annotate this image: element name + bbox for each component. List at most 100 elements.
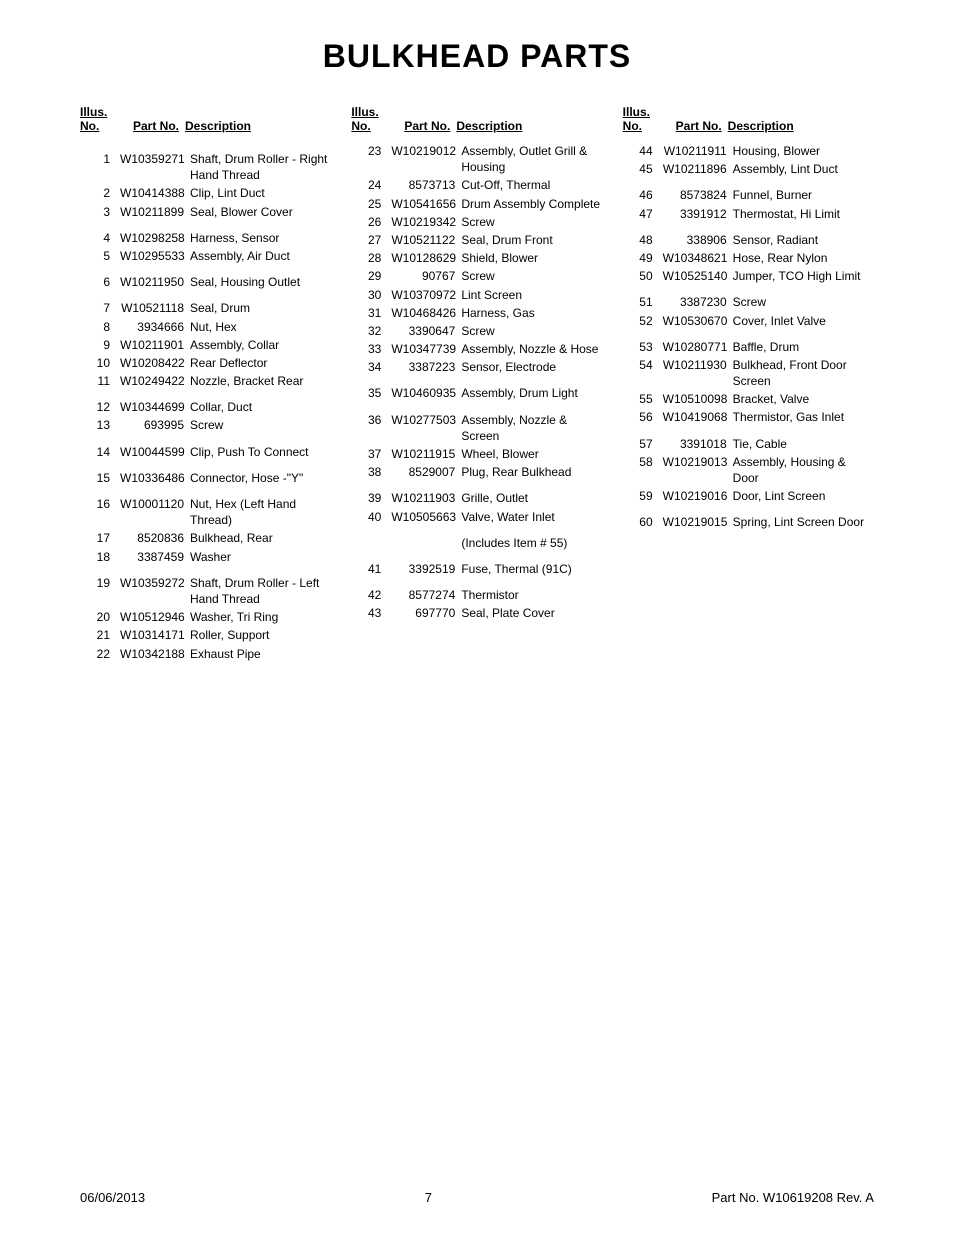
cell-description: Baffle, Drum xyxy=(733,339,874,355)
table-row: 11W10249422Nozzle, Bracket Rear xyxy=(80,373,331,389)
cell-part-no: W10211911 xyxy=(663,143,733,159)
table-row: 23W10219012Assembly, Outlet Grill & Hous… xyxy=(351,143,602,175)
cell-illus-no: 25 xyxy=(351,196,391,212)
table-row: 27W10521122Seal, Drum Front xyxy=(351,232,602,248)
row-spacer xyxy=(623,286,874,294)
cell-part-no: 8520836 xyxy=(120,530,190,546)
cell-description: Valve, Water Inlet xyxy=(461,509,602,525)
cell-description: Rear Deflector xyxy=(190,355,331,371)
cell-description: Roller, Support xyxy=(190,627,331,643)
cell-description: Sensor, Radiant xyxy=(733,232,874,248)
cell-part-no: W10219013 xyxy=(663,454,733,470)
cell-illus-no: 15 xyxy=(80,470,120,486)
cell-part-no: 3387223 xyxy=(391,359,461,375)
cell-illus-no: 2 xyxy=(80,185,120,201)
cell-description: Door, Lint Screen xyxy=(733,488,874,504)
table-row: 183387459Washer xyxy=(80,549,331,565)
row-spacer xyxy=(80,266,331,274)
row-spacer xyxy=(80,292,331,300)
table-row: 44W10211911Housing, Blower xyxy=(623,143,874,159)
table-row: 59W10219016Door, Lint Screen xyxy=(623,488,874,504)
cell-illus-no: 49 xyxy=(623,250,663,266)
cell-description: Harness, Gas xyxy=(461,305,602,321)
cell-description: Collar, Duct xyxy=(190,399,331,415)
cell-part-no: W10359271 xyxy=(120,151,190,167)
table-row: 14W10044599Clip, Push To Connect xyxy=(80,444,331,460)
row-spacer xyxy=(623,331,874,339)
col2-rows: 23W10219012Assembly, Outlet Grill & Hous… xyxy=(351,143,602,622)
table-row: 50W10525140Jumper, TCO High Limit xyxy=(623,268,874,284)
table-row: 58W10219013Assembly, Housing & Door xyxy=(623,454,874,486)
cell-illus-no: 39 xyxy=(351,490,391,506)
table-row: 48338906Sensor, Radiant xyxy=(623,232,874,248)
cell-part-no: 3392519 xyxy=(391,561,461,577)
cell-illus-no: 44 xyxy=(623,143,663,159)
cell-illus-no: 19 xyxy=(80,575,120,591)
cell-illus-no: 42 xyxy=(351,587,391,603)
column-3: Illus. No. Part No. Description 44W10211… xyxy=(623,105,874,664)
table-row: 55W10510098Bracket, Valve xyxy=(623,391,874,407)
cell-part-no: W10541656 xyxy=(391,196,461,212)
cell-description: Seal, Housing Outlet xyxy=(190,274,331,290)
cell-illus-no: 41 xyxy=(351,561,391,577)
cell-description: Washer xyxy=(190,549,331,565)
cell-part-no: W10505663 xyxy=(391,509,461,525)
hdr-desc: Description xyxy=(456,119,522,133)
cell-part-no: W10044599 xyxy=(120,444,190,460)
cell-description: Funnel, Burner xyxy=(733,187,874,203)
table-row: 43697770Seal, Plate Cover xyxy=(351,605,602,621)
table-row: 37W10211915Wheel, Blower xyxy=(351,446,602,462)
cell-part-no: 3391912 xyxy=(663,206,733,222)
table-row: 25W10541656Drum Assembly Complete xyxy=(351,196,602,212)
cell-part-no: W10277503 xyxy=(391,412,461,428)
cell-description: Shaft, Drum Roller - Left Hand Thread xyxy=(190,575,331,607)
table-row: 573391018Tie, Cable xyxy=(623,436,874,452)
cell-description: Harness, Sensor xyxy=(190,230,331,246)
table-row: 12W10344699Collar, Duct xyxy=(80,399,331,415)
cell-illus-no: 13 xyxy=(80,417,120,433)
cell-illus-no: 37 xyxy=(351,446,391,462)
cell-part-no: 8577274 xyxy=(391,587,461,603)
table-row: 45W10211896Assembly, Lint Duct xyxy=(623,161,874,177)
table-row: 35W10460935Assembly, Drum Light xyxy=(351,385,602,401)
cell-part-no: 3387230 xyxy=(663,294,733,310)
table-row: 248573713Cut-Off, Thermal xyxy=(351,177,602,193)
cell-part-no: W10521118 xyxy=(120,300,190,316)
cell-description: Clip, Push To Connect xyxy=(190,444,331,460)
row-spacer xyxy=(351,404,602,412)
table-row: 31W10468426Harness, Gas xyxy=(351,305,602,321)
cell-description: Connector, Hose -"Y" xyxy=(190,470,331,486)
cell-description: Seal, Plate Cover xyxy=(461,605,602,621)
cell-illus-no: 40 xyxy=(351,509,391,525)
row-spacer xyxy=(623,428,874,436)
cell-description: Assembly, Drum Light xyxy=(461,385,602,401)
table-row: 9W10211901Assembly, Collar xyxy=(80,337,331,353)
cell-part-no: W10370972 xyxy=(391,287,461,303)
table-row: 28W10128629Shield, Blower xyxy=(351,250,602,266)
cell-part-no: 8529007 xyxy=(391,464,461,480)
cell-illus-no: 35 xyxy=(351,385,391,401)
cell-illus-no: 28 xyxy=(351,250,391,266)
footer-date: 06/06/2013 xyxy=(80,1190,145,1205)
row-spacer xyxy=(80,567,331,575)
cell-part-no: W10295533 xyxy=(120,248,190,264)
cell-part-no: W10348621 xyxy=(663,250,733,266)
col1-rows: 1W10359271Shaft, Drum Roller - Right Han… xyxy=(80,143,331,662)
cell-part-no: W10359272 xyxy=(120,575,190,591)
cell-part-no: 3934666 xyxy=(120,319,190,335)
cell-illus-no: 51 xyxy=(623,294,663,310)
cell-illus-no: 29 xyxy=(351,268,391,284)
table-row: 343387223Sensor, Electrode xyxy=(351,359,602,375)
cell-part-no: W10280771 xyxy=(663,339,733,355)
cell-part-no: 3387459 xyxy=(120,549,190,565)
cell-illus-no: 7 xyxy=(80,300,120,316)
table-row: 36W10277503Assembly, Nozzle & Screen xyxy=(351,412,602,444)
cell-illus-no: 34 xyxy=(351,359,391,375)
cell-illus-no: 6 xyxy=(80,274,120,290)
cell-description: Exhaust Pipe xyxy=(190,646,331,662)
table-row: 16W10001120Nut, Hex (Left Hand Thread) xyxy=(80,496,331,528)
table-row: 388529007Plug, Rear Bulkhead xyxy=(351,464,602,480)
cell-illus-no: 36 xyxy=(351,412,391,428)
cell-illus-no: 22 xyxy=(80,646,120,662)
cell-part-no: W10211896 xyxy=(663,161,733,177)
